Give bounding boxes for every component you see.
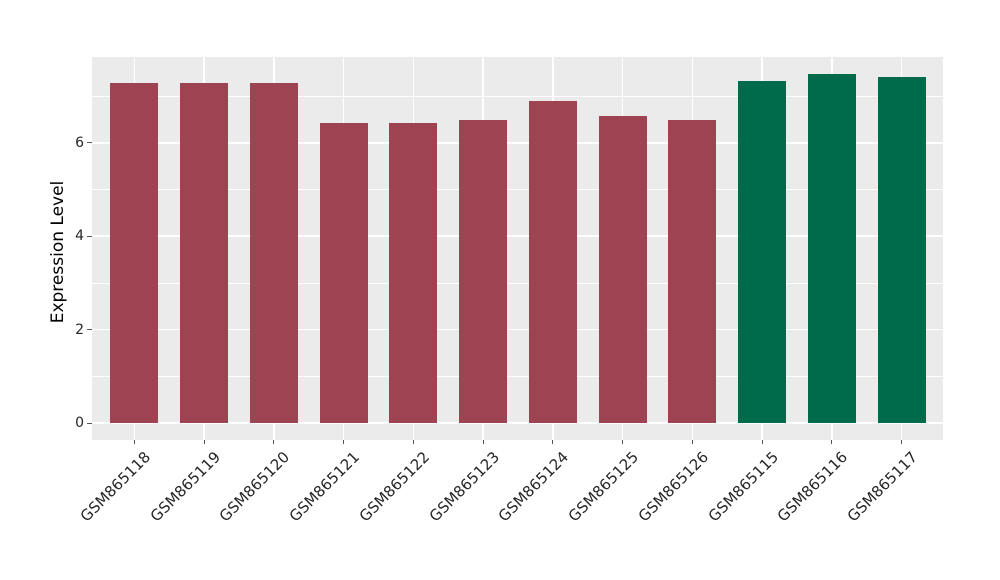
minor-gridline bbox=[92, 282, 943, 284]
x-tick-label-text: GSM865118 bbox=[76, 448, 155, 526]
x-tick-label-text: GSM865123 bbox=[425, 448, 503, 526]
bar bbox=[598, 116, 647, 423]
x-axis-tick bbox=[133, 440, 135, 444]
x-axis-tick bbox=[412, 440, 414, 444]
minor-gridline bbox=[92, 189, 943, 190]
minor-gridline bbox=[92, 375, 943, 377]
x-tick-label-text: GSM865126 bbox=[634, 448, 713, 526]
x-tick-label-text: GSM865115 bbox=[704, 448, 782, 526]
bar bbox=[180, 83, 229, 423]
x-tick-label-text: GSM865116 bbox=[774, 448, 852, 526]
y-tick-label: 6 bbox=[75, 134, 84, 151]
bar bbox=[110, 83, 159, 423]
bar bbox=[807, 74, 856, 423]
x-axis-tick bbox=[691, 440, 693, 444]
bar bbox=[877, 76, 926, 423]
x-axis-tick bbox=[343, 440, 345, 444]
x-tick-label-text: GSM865117 bbox=[843, 448, 922, 526]
y-axis-tick bbox=[87, 235, 92, 237]
x-axis-tick bbox=[622, 440, 624, 444]
x-tick-label-text: GSM865120 bbox=[216, 448, 294, 526]
bar bbox=[668, 120, 717, 423]
bar bbox=[738, 80, 787, 423]
major-gridline bbox=[92, 142, 943, 144]
y-tick-label: 4 bbox=[75, 228, 84, 245]
major-gridline bbox=[92, 422, 943, 424]
y-axis-title-text: Expression Level bbox=[48, 180, 68, 324]
bar bbox=[249, 83, 298, 423]
plot-panel bbox=[92, 57, 943, 440]
x-axis-tick bbox=[552, 440, 554, 444]
x-tick-label-text: GSM865124 bbox=[495, 448, 573, 526]
x-tick-label-text: GSM865119 bbox=[146, 448, 224, 526]
bar bbox=[459, 120, 508, 423]
x-axis-tick bbox=[273, 440, 275, 444]
x-axis-tick bbox=[761, 440, 763, 444]
y-tick-label: 0 bbox=[75, 415, 84, 431]
y-axis-tick bbox=[87, 422, 92, 424]
major-gridline bbox=[92, 328, 943, 331]
bar bbox=[389, 122, 438, 423]
x-tick-label-text: GSM865121 bbox=[285, 448, 364, 526]
bar bbox=[319, 123, 368, 423]
x-axis-tick bbox=[831, 440, 833, 444]
x-axis-tick bbox=[482, 440, 484, 444]
x-tick-label-text: GSM865125 bbox=[564, 448, 643, 526]
x-axis-tick bbox=[901, 440, 903, 444]
bar bbox=[528, 100, 577, 423]
major-gridline bbox=[92, 235, 943, 237]
y-tick-label: 2 bbox=[75, 321, 84, 338]
minor-gridline bbox=[92, 95, 943, 97]
y-axis-tick bbox=[87, 329, 92, 331]
x-tick-label-text: GSM865122 bbox=[355, 448, 434, 526]
y-axis-tick bbox=[87, 142, 92, 144]
x-axis-tick bbox=[203, 440, 205, 444]
